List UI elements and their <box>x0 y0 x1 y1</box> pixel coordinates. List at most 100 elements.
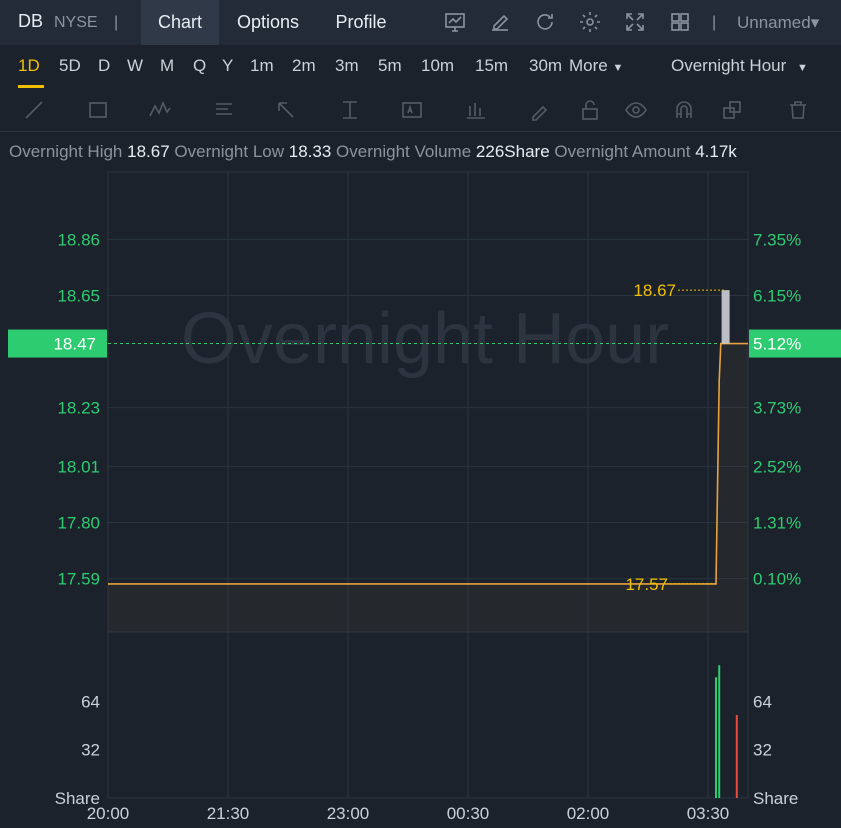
timeframe-5d[interactable]: 5D <box>59 56 81 75</box>
annotation-label: 18.67 <box>633 281 676 300</box>
draw-edit-icon[interactable] <box>488 10 512 34</box>
measure-icon[interactable] <box>338 98 362 122</box>
price-axis: 18.86 18.65 18.23 18.01 17.80 17.59 18.47 <box>8 230 748 589</box>
price-line <box>108 342 748 585</box>
stat-high-value: 18.67 <box>127 142 170 161</box>
price-tick-label: 18.23 <box>57 399 100 418</box>
stat-low-value: 18.33 <box>288 142 332 161</box>
tab-chart[interactable]: Chart <box>141 0 219 45</box>
time-axis: 20:00 21:30 23:00 00:30 02:00 03:30 <box>87 804 730 823</box>
chart-grid <box>107 171 749 799</box>
price-chart[interactable]: Overnight Hour 18.86 18.65 18.23 18.01 17.80… <box>0 170 841 828</box>
symbol[interactable]: DB <box>18 11 44 31</box>
current-price-badge <box>8 329 107 358</box>
timeframe-15m[interactable]: 15m <box>475 56 509 75</box>
percent-tick-label: 7.35% <box>753 230 801 249</box>
volume-unit-label: Share <box>55 789 100 808</box>
trend-line-icon[interactable] <box>22 98 46 122</box>
percent-tick-label: 6.15% <box>753 286 801 305</box>
lock-icon[interactable] <box>578 98 602 122</box>
layout-grid-icon[interactable] <box>668 10 692 34</box>
timeframe-10m[interactable]: 10m <box>421 56 455 75</box>
current-percent-badge <box>749 329 841 358</box>
volume-tick-label-right: 64 <box>753 692 772 711</box>
time-tick-label: 20:00 <box>87 804 130 823</box>
price-tick-label: 18.65 <box>57 286 100 305</box>
timeframe-bar: 1D 5D D W M Q Y 1m 2m 3m 5m 10m 15m 30m … <box>0 45 841 90</box>
fullscreen-icon[interactable] <box>623 10 647 34</box>
timeframe-q[interactable]: Q <box>193 56 207 75</box>
caret-down-icon: ▼ <box>797 62 808 74</box>
chart-indicator-icon[interactable] <box>443 10 467 34</box>
annotation-label: 17.57 <box>625 575 668 594</box>
arrow-icon[interactable] <box>274 98 298 122</box>
pattern-icon[interactable] <box>148 98 172 122</box>
workspace-dropdown[interactable]: Unnamed▾ <box>737 13 820 32</box>
timeframe-m[interactable]: M <box>160 56 175 75</box>
timeframe-30m[interactable]: 30m <box>529 56 563 75</box>
separator: | <box>114 14 119 31</box>
session-label: Overnight Hour <box>671 56 787 75</box>
volume-tick-label-right: 32 <box>753 741 772 760</box>
percent-tick-label: 0.10% <box>753 570 801 589</box>
time-tick-label: 03:30 <box>687 804 730 823</box>
current-price-label: 18.47 <box>53 335 96 354</box>
timeframe-w[interactable]: W <box>127 56 144 75</box>
timeframe-1m[interactable]: 1m <box>250 56 274 75</box>
volume-tick-label: 32 <box>81 741 100 760</box>
price-tick-label: 18.01 <box>57 457 100 476</box>
text-note-icon[interactable] <box>212 98 236 122</box>
tab-profile[interactable]: Profile <box>335 12 387 32</box>
settings-gear-icon[interactable] <box>578 10 602 34</box>
volume-bar <box>715 677 717 798</box>
timeframe-1d[interactable]: 1D <box>18 56 40 75</box>
volume-bar <box>735 715 738 798</box>
volume-unit-label-right: Share <box>753 789 798 808</box>
stat-volume-label: Overnight Volume <box>336 142 472 161</box>
separator-2: | <box>712 14 717 31</box>
time-tick-label: 23:00 <box>327 804 370 823</box>
current-percent-label: 5.12% <box>753 335 801 354</box>
caret-down-icon: ▼ <box>612 62 624 74</box>
layers-icon[interactable] <box>720 98 744 122</box>
bar-pattern-icon[interactable] <box>464 98 488 122</box>
eye-icon[interactable] <box>624 98 648 122</box>
timeframe-5m[interactable]: 5m <box>378 56 402 75</box>
percent-axis: 7.35% 6.15% 3.73% 2.52% 1.31% 0.10% 5.12% <box>749 230 841 589</box>
text-label-icon[interactable] <box>400 98 424 122</box>
volume-bar <box>718 665 721 798</box>
percent-tick-label: 1.31% <box>753 513 801 532</box>
price-tick-label: 17.80 <box>57 513 100 532</box>
volume-tick-label: 64 <box>81 692 100 711</box>
stat-amount-label: Overnight Amount <box>554 142 691 161</box>
timeframe-d[interactable]: D <box>98 56 111 75</box>
time-tick-label: 21:30 <box>207 804 250 823</box>
price-tick-label: 17.59 <box>57 570 100 589</box>
active-timeframe-underline <box>18 85 44 88</box>
price-candle <box>721 290 730 344</box>
magnet-icon[interactable] <box>672 98 696 122</box>
volume-panel: 64 64 32 32 Share Share <box>55 665 798 808</box>
refresh-icon[interactable] <box>533 10 557 34</box>
price-tick-label: 18.86 <box>57 230 100 249</box>
timeframe-y[interactable]: Y <box>222 56 234 75</box>
stat-high-label: Overnight High <box>9 142 123 161</box>
timeframe-more[interactable]: More ▼ <box>569 56 623 76</box>
time-tick-label: 02:00 <box>567 804 610 823</box>
rectangle-icon[interactable] <box>86 98 110 122</box>
price-series: 18.67 17.57 <box>108 281 748 632</box>
session-dropdown[interactable]: Overnight Hour ▼ <box>671 56 808 76</box>
timeframe-2m[interactable]: 2m <box>292 56 316 75</box>
price-area <box>108 343 748 632</box>
chart-background <box>0 170 841 828</box>
percent-tick-label: 2.52% <box>753 457 801 476</box>
trash-icon[interactable] <box>786 98 810 122</box>
time-tick-label: 00:30 <box>447 804 490 823</box>
stat-volume-value: 226Share <box>475 142 550 161</box>
brush-icon[interactable] <box>528 98 552 122</box>
tab-options[interactable]: Options <box>236 12 300 32</box>
chart-watermark: Overnight Hour <box>181 299 669 379</box>
top-bar: DB NYSE | Chart Options Profile | Unname… <box>0 0 841 45</box>
stat-low-label: Overnight Low <box>174 142 285 161</box>
timeframe-3m[interactable]: 3m <box>335 56 359 75</box>
